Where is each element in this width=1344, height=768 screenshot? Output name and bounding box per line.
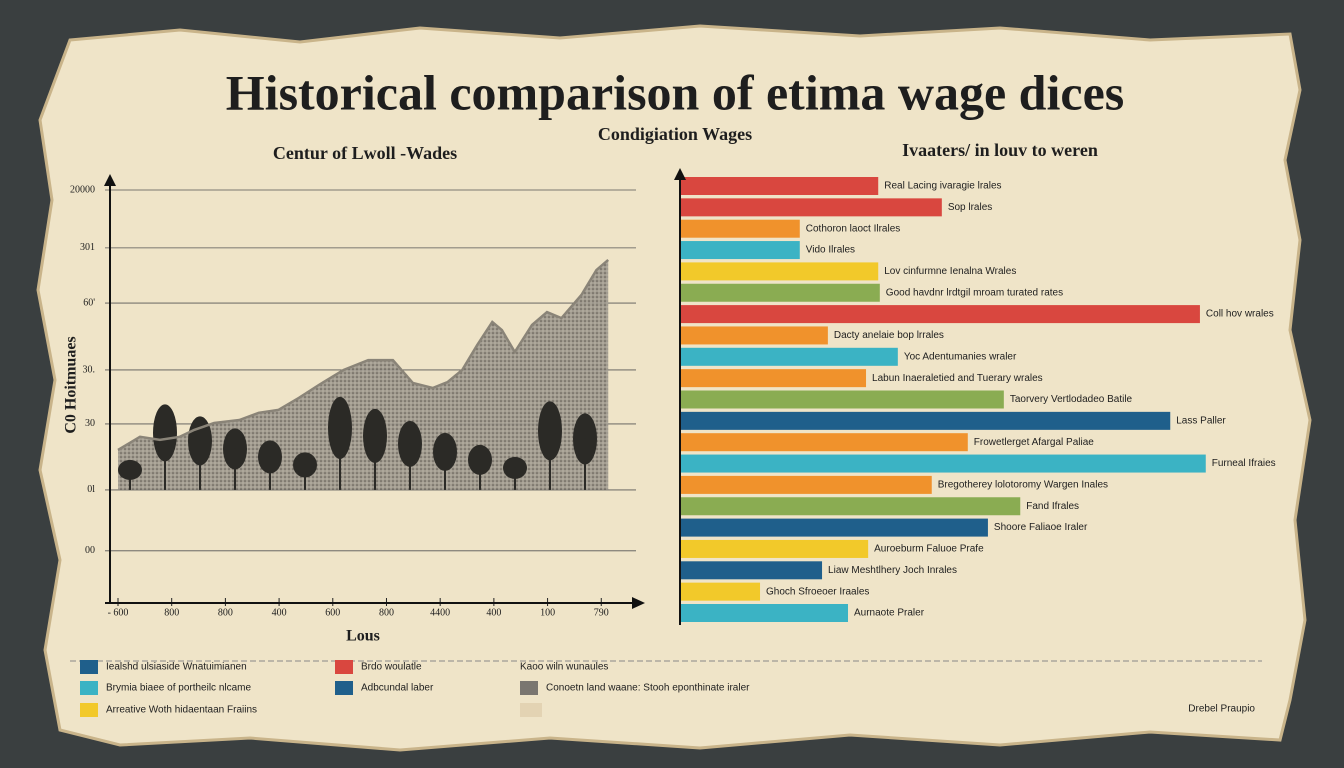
x-tick-label: 800 [379,607,394,618]
bar [680,390,1004,409]
bar [680,219,800,238]
legend-swatch [520,703,542,717]
legend-label: Conoetn land waane: Stooh eponthinate ir… [546,683,750,694]
legend-label: Kaoo wiln wunaules [520,662,608,673]
legend-label: Brymia biaee of portheilc nlcame [106,683,252,694]
bar [680,497,1021,516]
subtitle: Condigiation Wages [598,124,752,144]
bar-label: Yoc Adentumanies wraler [904,351,1017,362]
bar-label: Lov cinfurmne Ienalna Wrales [884,266,1016,277]
bar-label: Bregotherey lolotoromy Wargen Inales [938,480,1108,491]
bar [680,241,800,260]
y-tick-label: 301 [80,242,95,253]
bar-label: Fand Ifrales [1026,501,1079,512]
y-arrow [674,168,686,180]
bar-label: Good havdnr lrdtgil mroam turated rates [886,287,1063,298]
x-tick-label: 100 [540,607,555,618]
bar [680,539,869,558]
legend-label: Adbcundal laber [361,683,434,694]
y-tick-label: 30 [85,418,95,429]
legend-swatch [335,660,353,674]
footer: Drebel Praupio [1188,704,1255,715]
y-tick-label: 0l [87,484,95,495]
bar-label: Furneal Ifraies [1212,458,1276,469]
legend-swatch [335,681,353,695]
bar-label: Real Lacing ivaragie lrales [884,181,1001,192]
bar-label: Dacty anelaie bop lrrales [834,330,944,341]
x-axis-title: Lous [346,628,380,645]
bar [680,604,849,622]
left-chart-title: Centur of Lwoll -Wades [273,143,457,163]
y-arrow [104,174,116,186]
legend-label: Brdo woulatle [361,662,422,673]
x-tick-label: 4400 [430,607,450,618]
y-tick-label: 20000 [70,184,95,195]
bar [680,347,898,366]
bar-label: Taorvery Vertlodadeo Batile [1010,394,1133,405]
bar-label: Ghoch Sfroeoer Iraales [766,586,869,597]
bar [680,262,879,281]
bar-label: Auroeburm Faluoe Prafe [874,544,984,555]
bar [680,411,1171,430]
y-tick-label: 60' [83,297,95,308]
legend-label: Arreative Woth hidaentaan Fraiins [106,705,257,716]
bar-label: Frowetlerget Afargal Paliae [974,437,1095,448]
x-tick-label: - 600 [108,607,129,618]
bar-label: Vido Ilrales [806,245,855,256]
x-arrow [632,597,645,609]
y-tick-label: 00 [85,545,95,556]
x-tick-label: 400 [486,607,501,618]
bar [680,198,942,217]
bar [680,433,968,452]
bar [680,177,879,195]
bar [680,305,1200,324]
right-chart-title: Ivaaters/ in louv to weren [902,140,1098,160]
bar-label: Aurnaote Praler [854,608,925,619]
bar-label: Cothoron laoct Ilrales [806,223,901,234]
legend-swatch [80,681,98,695]
bar [680,326,828,345]
y-tick-label: 30. [83,364,96,375]
bar-label: Shoore Faliaoe Iraler [994,522,1088,533]
bar [680,475,932,494]
paper [36,24,1312,752]
x-tick-label: 790 [594,607,609,618]
x-tick-label: 800 [218,607,233,618]
bar [680,518,988,537]
legend-swatch [80,660,98,674]
legend-swatch [80,703,98,717]
bar-label: Sop lrales [948,202,992,213]
legend-label: Iealshd ulsiaside Wnatuimianen [106,662,247,673]
bar-label: Labun Inaeraletied and Tuerary wrales [872,373,1043,384]
y-axis-title: C0 Hoitmuaes [63,336,80,433]
main-title: Historical comparison of etima wage dice… [226,64,1124,120]
bar-label: Coll hov wrales [1206,309,1274,320]
legend-swatch [520,681,538,695]
bar-label: Lass Paller [1176,415,1226,426]
x-tick-label: 800 [164,607,179,618]
bar [680,561,823,580]
area-line [117,258,610,452]
bar [680,283,880,302]
bar-label: Liaw Meshtlhery Joch Inrales [828,565,957,576]
x-tick-label: 400 [272,607,287,618]
bar [680,454,1206,473]
bar [680,369,867,388]
bar [680,582,761,601]
x-tick-label: 600 [325,607,340,618]
